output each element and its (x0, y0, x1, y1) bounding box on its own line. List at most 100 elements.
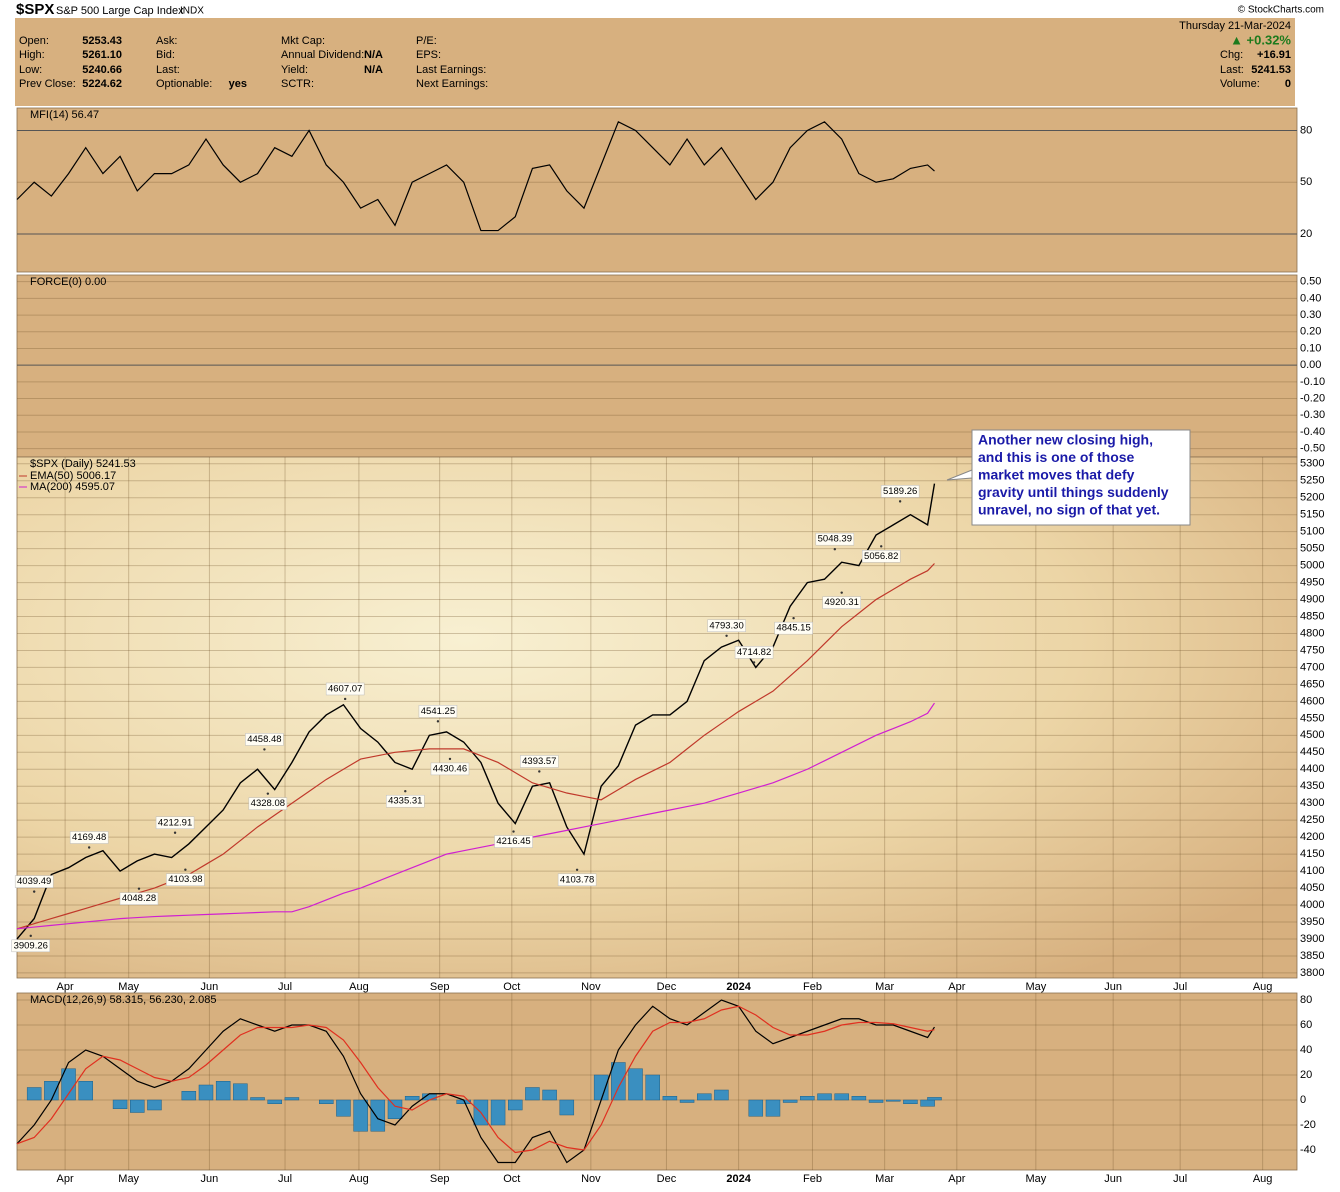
callout-text: and this is one of those (978, 449, 1135, 465)
histogram-bar (559, 1099, 575, 1116)
y-tick-label: 4150 (1300, 848, 1324, 860)
y-tick-label: 5300 (1300, 458, 1324, 470)
field-label: Open: (19, 35, 49, 47)
annotation-label: 4430.46 (433, 763, 467, 774)
y-tick-label: 4600 (1300, 695, 1324, 707)
y-tick-label: 3800 (1300, 967, 1324, 979)
x-tick-label: Mar (875, 981, 894, 993)
annotation-point (725, 634, 728, 637)
histogram-bar (198, 1084, 214, 1101)
y-tick-label: 5100 (1300, 526, 1324, 538)
field-label: SCTR: (281, 78, 314, 90)
y-tick-label: 4500 (1300, 729, 1324, 741)
histogram-bar (336, 1099, 351, 1117)
y-tick-label: 20 (1300, 1069, 1312, 1081)
y-tick-label: 20 (1300, 228, 1312, 240)
annotation-box (119, 892, 159, 905)
field-label: Last Earnings: (416, 64, 486, 76)
annotation-box (430, 762, 470, 776)
x-tick-label: May (118, 1173, 139, 1185)
histogram-bar (714, 1089, 729, 1101)
field-label: Chg: (1220, 49, 1243, 61)
y-tick-label: -0.50 (1300, 443, 1325, 455)
header-bg (15, 18, 1295, 106)
y-tick-label: -0.40 (1300, 426, 1325, 438)
panel-bg (16, 456, 1298, 979)
y-tick-label: 3900 (1300, 933, 1324, 945)
annotation-box (494, 835, 533, 848)
annotation-point (343, 697, 347, 701)
histogram-bar (696, 1093, 712, 1101)
annotation-box (822, 596, 861, 609)
annotation-box (815, 532, 855, 546)
histogram-bar (233, 1083, 248, 1101)
y-tick-label: 4000 (1300, 899, 1324, 911)
annotation-label: 4793.30 (709, 620, 743, 631)
y-tick-label: 80 (1300, 994, 1312, 1006)
y-tick-label: 50 (1300, 176, 1312, 188)
annotation-point (448, 757, 452, 761)
annotation-point (263, 748, 266, 751)
histogram-bar (130, 1099, 145, 1113)
x-tick-label: Apr (57, 981, 74, 993)
y-tick-label: 0.00 (1300, 359, 1321, 371)
annotation-box (155, 816, 195, 830)
y-tick-label: 5250 (1300, 475, 1324, 487)
annotation-point (184, 868, 187, 871)
annotation-box (69, 831, 109, 844)
annotation-label: 3909.26 (14, 940, 48, 951)
annotation-label: 4393.57 (522, 756, 556, 767)
x-tick-label: Nov (581, 981, 601, 993)
histogram-bar (817, 1093, 832, 1101)
x-tick-label: Apr (948, 981, 965, 993)
y-tick-label: 4250 (1300, 814, 1324, 826)
field-value: 5241.53 (1251, 64, 1291, 76)
annotation-box (11, 939, 50, 953)
x-tick-label: Aug (1253, 1173, 1273, 1185)
callout-text: unravel, no sign of that yet. (978, 502, 1160, 518)
field-value: 0 (1285, 78, 1291, 90)
histogram-bar (370, 1099, 386, 1132)
x-tick-label: Aug (349, 1173, 369, 1185)
annotation-label: 4039.49 (17, 876, 51, 887)
annotation-label: 4335.31 (388, 796, 422, 807)
annotation-label: 4103.78 (560, 874, 594, 885)
annotation-box (245, 733, 284, 746)
annotation-box (386, 794, 425, 808)
panel-legend: MACD(12,26,9) 58.315, 56.230, 2.085 (30, 994, 217, 1006)
y-tick-label: 4400 (1300, 763, 1324, 775)
series-line (16, 120, 935, 232)
annotation-point (29, 934, 32, 938)
annotation-box (734, 646, 774, 659)
field-label: Last: (156, 64, 180, 76)
panel-bg (16, 274, 1298, 458)
field-value: yes (229, 78, 247, 90)
panel-legend: MFI(14) 56.47 (30, 109, 99, 121)
histogram-bar (490, 1099, 506, 1126)
field-label: Ask: (156, 35, 177, 47)
y-tick-label: 4200 (1300, 831, 1324, 843)
histogram-bar (319, 1099, 334, 1104)
y-tick-label: 0.30 (1300, 309, 1321, 321)
y-tick-label: 4700 (1300, 661, 1324, 673)
y-tick-label: 0 (1300, 1094, 1306, 1106)
x-tick-label: Jun (1104, 1173, 1122, 1185)
histogram-bar (800, 1096, 815, 1101)
histogram-bar (851, 1096, 867, 1101)
histogram-bar (885, 1099, 901, 1102)
x-tick-label: 2024 (726, 1173, 751, 1185)
y-tick-label: 4450 (1300, 746, 1324, 758)
histogram-bar (927, 1097, 942, 1101)
panel-legend: FORCE(0) 0.00 (30, 276, 106, 288)
field-label: High: (19, 49, 45, 61)
y-tick-label: 4350 (1300, 780, 1324, 792)
histogram-bar (284, 1097, 300, 1101)
y-tick-label: -0.20 (1300, 392, 1325, 404)
annotation-point (173, 831, 177, 834)
legend-entry: MA(200) 4595.07 (30, 481, 115, 493)
annotation-point (575, 868, 579, 872)
y-tick-label: 4900 (1300, 593, 1324, 605)
histogram-bar (353, 1099, 368, 1132)
histogram-bar (26, 1087, 42, 1101)
